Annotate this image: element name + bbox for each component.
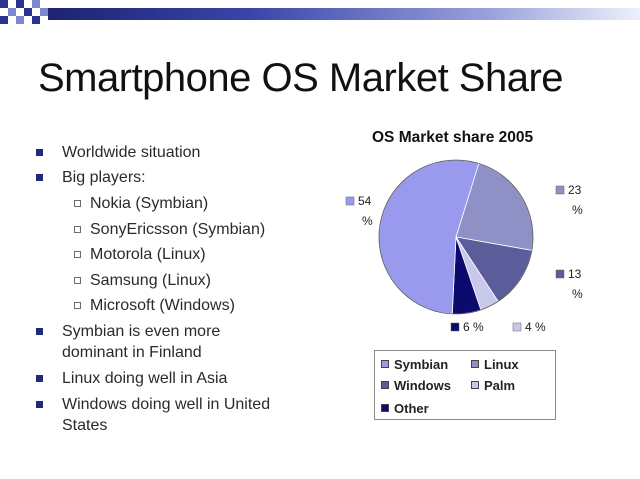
data-label-linux: 23: [568, 183, 582, 197]
sub-bullet-marker: [74, 200, 81, 207]
bullet-marker: [36, 328, 43, 335]
sub-bullet-marker: [74, 251, 81, 258]
bullet-text: Linux doing well in Asia: [62, 370, 228, 387]
data-label-swatch: [345, 196, 355, 206]
legend-label: Other: [394, 401, 429, 416]
bullet-text: Samsung (Linux): [90, 272, 211, 289]
sub-bullet-marker: [74, 302, 81, 309]
chart-legend: Symbian Linux Windows Palm Other: [374, 350, 556, 420]
legend-label: Linux: [484, 357, 519, 372]
bullet-text: Nokia (Symbian): [90, 195, 209, 212]
legend-label: Symbian: [394, 357, 449, 372]
bullet-text: Motorola (Linux): [90, 246, 206, 263]
data-label-symbian: 54: [358, 194, 372, 208]
data-label-swatch: [555, 185, 565, 195]
slide-title: Smartphone OS Market Share: [38, 56, 564, 100]
data-label-palm: 4 %: [525, 320, 546, 334]
bullet-marker: [36, 375, 43, 382]
banner-checker-pattern: [0, 0, 48, 26]
data-label-other: 6 %: [463, 320, 484, 334]
bullet-text: Microsoft (Windows): [90, 297, 235, 314]
legend-swatch: [381, 381, 389, 389]
legend-swatch: [471, 360, 479, 368]
pie-outline: [378, 159, 534, 315]
legend-label: Palm: [484, 378, 516, 393]
legend-label: Windows: [394, 378, 451, 393]
bullet-text: dominant in Finland: [62, 344, 202, 361]
legend-swatch: [381, 404, 389, 412]
data-label-symbian: %: [362, 214, 373, 228]
bullet-marker: [36, 174, 43, 181]
bullet-text: States: [62, 417, 108, 434]
bullet-marker: [36, 149, 43, 156]
bullet-marker: [36, 401, 43, 408]
sub-bullet-marker: [74, 277, 81, 284]
bullet-text: Worldwide situation: [62, 144, 201, 161]
bullet-text: Symbian is even more: [62, 323, 221, 340]
banner-gradient-bar: [40, 8, 640, 20]
bullet-text: Windows doing well in United: [62, 396, 271, 413]
data-label-linux: %: [572, 203, 583, 217]
sub-bullet-marker: [74, 226, 81, 233]
legend-swatch: [471, 381, 479, 389]
pie-chart: 54% 23% 13% 4 % 6 %: [345, 159, 583, 334]
data-label-swatch: [512, 322, 522, 332]
data-label-swatch: [555, 269, 565, 279]
title-banner: [0, 0, 640, 26]
data-label-windows: %: [572, 287, 583, 301]
data-label-swatch: [450, 322, 460, 332]
legend-swatch: [381, 360, 389, 368]
bullet-text: SonyEricsson (Symbian): [90, 221, 266, 238]
chart-title: OS Market share 2005: [372, 129, 534, 146]
bullet-text: Big players:: [62, 169, 146, 186]
data-label-windows: 13: [568, 267, 582, 281]
